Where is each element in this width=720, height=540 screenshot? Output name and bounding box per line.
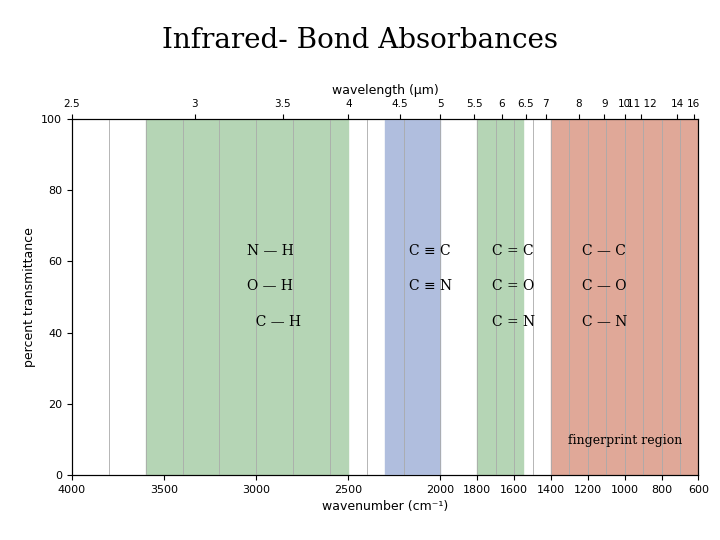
- Y-axis label: percent transmittance: percent transmittance: [23, 227, 36, 367]
- Text: fingerprint region: fingerprint region: [567, 434, 682, 447]
- Text: C — H: C — H: [247, 315, 301, 329]
- Text: C — N: C — N: [582, 315, 628, 329]
- Bar: [477, 119, 523, 475]
- Text: O — H: O — H: [247, 279, 293, 293]
- Bar: [145, 119, 348, 475]
- Bar: [385, 119, 441, 475]
- Text: C = O: C = O: [492, 279, 534, 293]
- Text: N — H: N — H: [247, 244, 294, 258]
- Bar: [551, 119, 698, 475]
- Text: C ≡ N: C ≡ N: [409, 279, 452, 293]
- Text: C — C: C — C: [582, 244, 626, 258]
- Text: C = N: C = N: [492, 315, 535, 329]
- X-axis label: wavelength (μm): wavelength (μm): [332, 84, 438, 97]
- Text: C — O: C — O: [582, 279, 627, 293]
- Text: C ≡ C: C ≡ C: [409, 244, 451, 258]
- X-axis label: wavenumber (cm⁻¹): wavenumber (cm⁻¹): [322, 501, 449, 514]
- Text: C = C: C = C: [492, 244, 534, 258]
- Text: Infrared- Bond Absorbances: Infrared- Bond Absorbances: [162, 27, 558, 54]
